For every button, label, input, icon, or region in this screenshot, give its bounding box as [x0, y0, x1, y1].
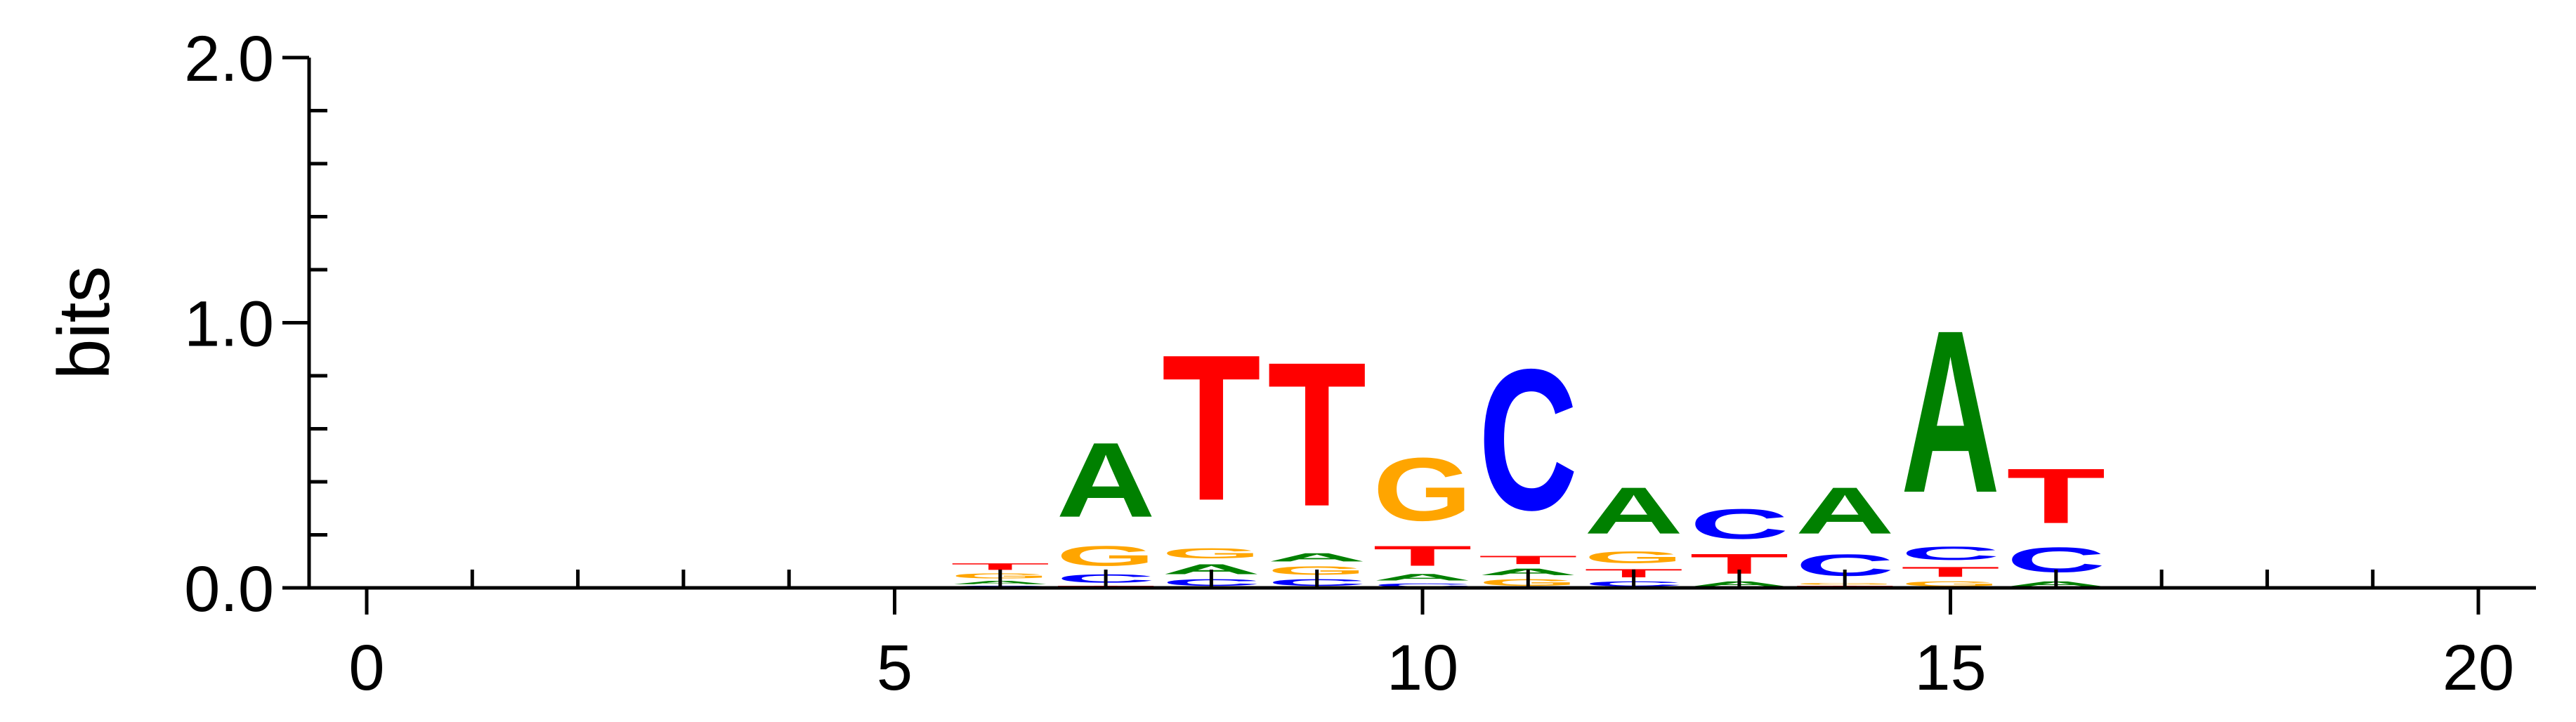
logo-letter: G: [1056, 540, 1155, 572]
y-tick-label: 2.0: [184, 23, 274, 95]
logo-letter: A: [1162, 561, 1261, 577]
logo-letter: A: [1796, 473, 1895, 548]
logo-letter: G: [1584, 548, 1683, 566]
logo-letter: C: [1479, 327, 1578, 552]
logo-letter: A: [1056, 421, 1155, 540]
x-tick-label: 15: [1914, 632, 1986, 704]
logo-letter: G: [1373, 440, 1472, 540]
logo-letter: T: [2006, 453, 2105, 540]
logo-letter: A: [1901, 282, 2000, 542]
ticks: 0.0 1.0 2.0 0 5 10 15 20: [184, 23, 2514, 704]
logo-glyphs: CAGTTCGACAGTCGATCATGGATCCTGAATCTGCAGTCAA…: [950, 282, 2105, 588]
logo-letter: A: [1373, 572, 1472, 582]
logo-letter: T: [1373, 540, 1472, 572]
x-tick-label: 10: [1387, 632, 1458, 704]
x-tick-label: 20: [2443, 632, 2514, 704]
y-tick-label: 0.0: [184, 553, 274, 625]
logo-letter: A: [1584, 473, 1683, 548]
logo-letter: T: [1479, 553, 1578, 567]
logo-letter: C: [1689, 500, 1789, 548]
logo-letter: G: [1901, 580, 2000, 588]
logo-letter: T: [1267, 319, 1366, 549]
x-tick-label: 0: [348, 632, 384, 704]
x-tick-label: 5: [877, 632, 913, 704]
y-axis-title: bits: [44, 266, 125, 380]
logo-letter: T: [1162, 312, 1261, 544]
logo-letter: A: [1267, 551, 1366, 564]
logo-letter: C: [1901, 543, 2000, 564]
y-tick-label: 1.0: [184, 289, 274, 360]
logo-letter: C: [1373, 582, 1472, 588]
logo-letter: G: [1162, 546, 1261, 562]
logo-letter: T: [950, 561, 1050, 572]
logo-letter: T: [1901, 564, 2000, 580]
